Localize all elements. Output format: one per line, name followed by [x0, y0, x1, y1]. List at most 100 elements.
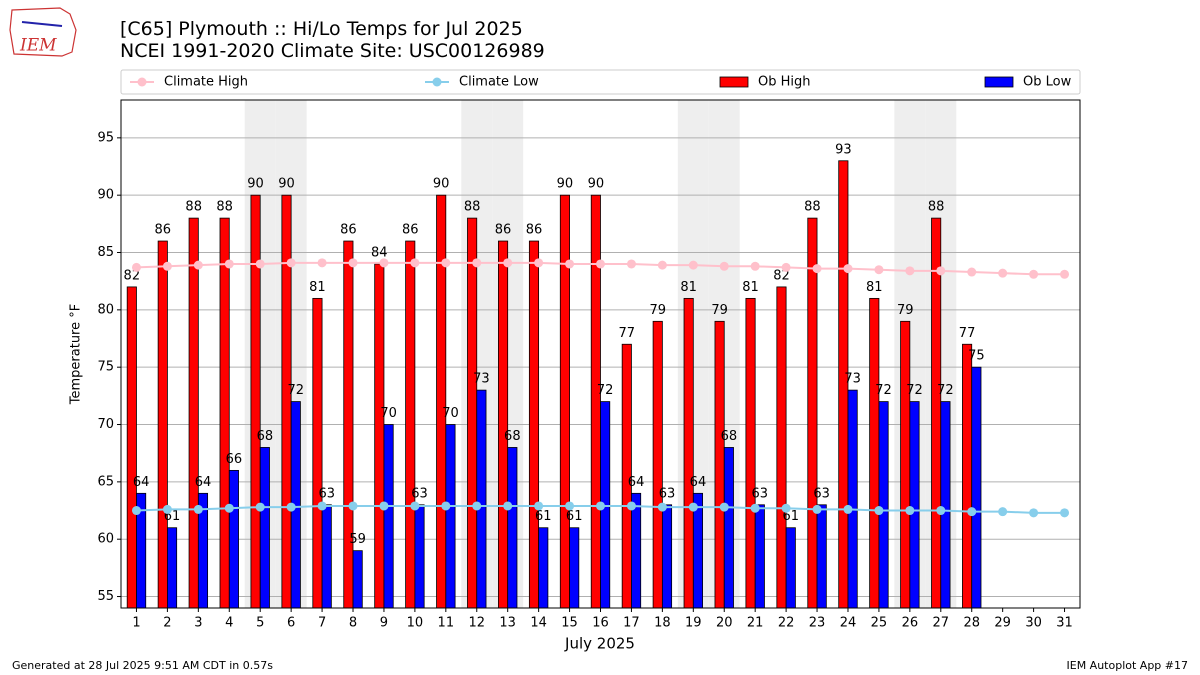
logo-line: [21, 21, 63, 27]
point: [812, 504, 822, 514]
value-label: 75: [968, 349, 985, 364]
point: [441, 501, 451, 511]
y-tick-label: 85: [97, 245, 114, 260]
point: [193, 260, 203, 270]
point: [781, 262, 791, 272]
point: [781, 503, 791, 513]
footer-right: IEM Autoplot App #17: [1067, 659, 1189, 672]
point: [472, 258, 482, 268]
value-label: 70: [380, 406, 397, 421]
bar: [476, 389, 487, 609]
value-label: 61: [566, 509, 583, 524]
plot-frame: [120, 99, 1081, 609]
bar: [962, 343, 973, 609]
bar: [714, 320, 725, 609]
point: [967, 267, 977, 277]
legend-label: Ob Low: [1023, 75, 1072, 90]
bar: [909, 401, 920, 609]
value-label: 86: [154, 223, 171, 238]
x-tick-label: 5: [256, 616, 264, 631]
bar: [281, 194, 292, 609]
value-label: 86: [340, 223, 357, 238]
point: [843, 264, 853, 274]
value-label: 64: [690, 475, 707, 490]
point: [255, 502, 265, 512]
point: [224, 503, 234, 513]
point: [348, 258, 358, 268]
value-label: 68: [504, 429, 521, 444]
x-tick-label: 22: [778, 616, 795, 631]
value-label: 77: [959, 326, 976, 341]
point: [224, 259, 234, 269]
x-tick-label: 19: [685, 616, 702, 631]
x-tick-label: 17: [623, 616, 640, 631]
value-label: 61: [782, 509, 799, 524]
point: [162, 261, 172, 271]
legend-label: Climate Low: [459, 75, 539, 90]
y-tick-label: 60: [97, 532, 114, 547]
bar: [312, 297, 323, 609]
legend-marker: [137, 77, 147, 87]
point: [1029, 508, 1039, 518]
x-tick-label: 2: [163, 616, 171, 631]
bar: [683, 297, 694, 609]
y-tick-label: 65: [97, 474, 114, 489]
point: [131, 262, 141, 272]
value-label: 81: [680, 280, 697, 295]
point: [626, 501, 636, 511]
point: [565, 501, 575, 511]
value-label: 70: [442, 406, 459, 421]
point: [317, 501, 327, 511]
value-label: 84: [371, 245, 388, 260]
value-label: 88: [464, 200, 481, 215]
point: [719, 502, 729, 512]
point: [255, 259, 265, 269]
x-tick-label: 10: [407, 616, 424, 631]
value-label: 90: [433, 177, 450, 192]
value-label: 63: [752, 486, 769, 501]
logo-outline: [9, 7, 77, 57]
point: [657, 502, 667, 512]
x-tick-label: 3: [194, 616, 202, 631]
legend-label: Climate High: [164, 75, 248, 90]
bar: [383, 424, 394, 609]
bar: [652, 320, 663, 609]
x-tick-label: 1: [132, 616, 140, 631]
value-label: 63: [411, 486, 428, 501]
point: [688, 260, 698, 270]
x-tick-label: 23: [809, 616, 826, 631]
value-label: 86: [495, 223, 512, 238]
bar: [631, 492, 642, 609]
value-label: 63: [813, 486, 830, 501]
bar: [878, 401, 889, 609]
point: [565, 259, 575, 269]
bar: [940, 401, 951, 609]
point: [379, 501, 389, 511]
y-tick-label: 70: [97, 417, 114, 432]
value-label: 79: [711, 303, 728, 318]
legend-swatch: [984, 76, 1014, 88]
point: [843, 504, 853, 514]
value-label: 59: [349, 532, 366, 547]
point: [967, 507, 977, 517]
bar: [900, 320, 911, 609]
x-tick-label: 16: [592, 616, 609, 631]
x-tick-label: 18: [654, 616, 671, 631]
value-label: 64: [133, 475, 150, 490]
x-tick-label: 27: [933, 616, 950, 631]
x-tick-label: 26: [902, 616, 919, 631]
value-label: 63: [659, 486, 676, 501]
point: [905, 506, 915, 516]
value-label: 82: [773, 268, 790, 283]
bar: [219, 217, 230, 609]
value-label: 73: [844, 372, 861, 387]
point: [286, 258, 296, 268]
bar: [343, 240, 354, 609]
point: [626, 259, 636, 269]
bar: [467, 217, 478, 609]
value-label: 88: [928, 200, 945, 215]
value-label: 61: [535, 509, 552, 524]
bar: [321, 504, 332, 609]
x-tick-label: 7: [318, 616, 326, 631]
bar: [528, 240, 540, 609]
